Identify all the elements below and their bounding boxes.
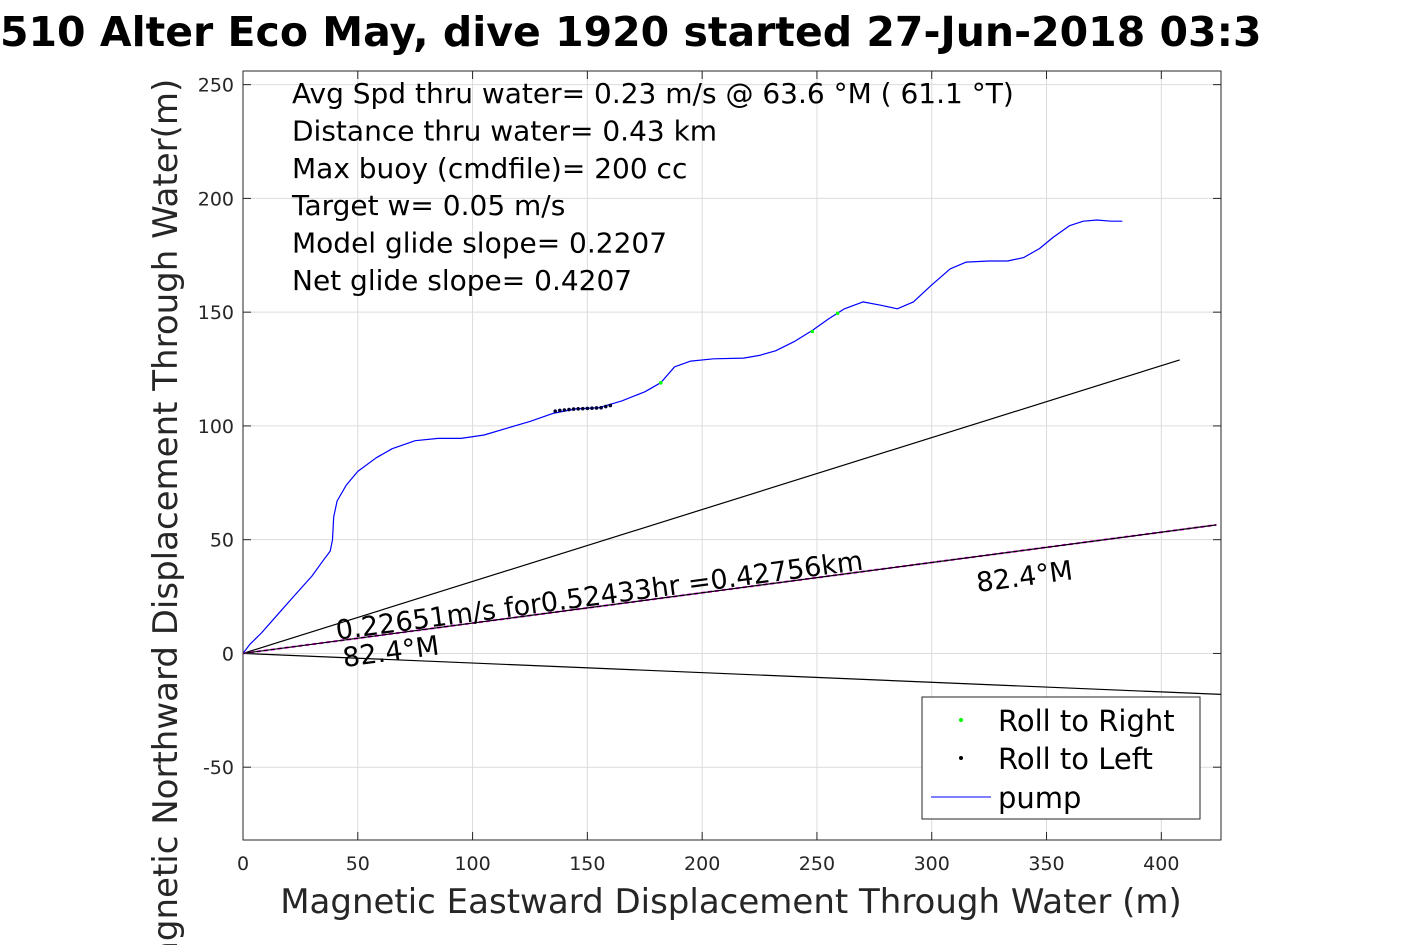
info-line: Distance thru water= 0.43 km (292, 114, 717, 147)
series-line-0 (242, 219, 1123, 654)
y-tick-label: 250 (198, 75, 234, 97)
y-tick-label: 200 (198, 188, 234, 210)
series-line-1 (242, 359, 1180, 654)
legend-box (921, 696, 1201, 820)
roll-left-point (571, 407, 576, 411)
y-tick-label: 100 (198, 416, 234, 438)
plot-frame (242, 70, 1222, 841)
roll-left-point (580, 406, 585, 411)
roll-right-point (810, 329, 815, 334)
x-tick-label: 0 (237, 853, 249, 875)
info-line: Model glide slope= 0.2207 (292, 227, 667, 260)
info-line: Max buoy (cmdfile)= 200 cc (292, 152, 687, 185)
roll-right-point (835, 311, 840, 316)
roll-left-point (576, 407, 580, 411)
roll-left-point (608, 403, 613, 408)
x-tick-label: 350 (1028, 853, 1064, 875)
x-tick-label: 150 (569, 853, 605, 875)
x-tick-label: 100 (454, 853, 490, 875)
legend-marker-roll-right (959, 718, 963, 722)
roll-left-point (585, 406, 590, 411)
legend-label-pump: pump (998, 781, 1081, 815)
legend-label-roll-right: Roll to Right (998, 704, 1175, 738)
roll-left-point (558, 408, 562, 413)
x-tick-label: 400 (1143, 853, 1179, 875)
roll-left-point (603, 404, 608, 409)
info-block: Avg Spd thru water= 0.23 m/s @ 63.6 °M (… (291, 77, 1014, 297)
y-axis-label: Magnetic Northward Displacement Through … (146, 79, 186, 945)
series-line-2 (242, 652, 1222, 695)
info-line: Target w= 0.05 m/s (291, 189, 565, 222)
x-tick-label: 300 (914, 853, 950, 875)
roll-right-point (659, 380, 663, 385)
chart-title: 510 Alter Eco May, dive 1920 started 27-… (0, 8, 1262, 56)
ticks: 0 50 100 150 200 250 300 350 400 -50 0 50 100 150 200 2… (198, 71, 1221, 875)
legend-marker-roll-left (959, 756, 963, 760)
info-line: Avg Spd thru water= 0.23 m/s @ 63.6 °M (… (292, 77, 1014, 110)
x-tick-label: 50 (346, 853, 370, 875)
info-line: Net glide slope= 0.4207 (292, 264, 632, 297)
y-tick-label: 150 (198, 302, 234, 324)
y-tick-label: -50 (203, 757, 234, 779)
roll-left-point (567, 407, 571, 412)
roll-left-point (594, 406, 599, 410)
legend-label-roll-left: Roll to Left (998, 742, 1153, 776)
x-tick-label: 250 (799, 853, 835, 875)
y-tick-label: 50 (210, 530, 234, 552)
roll-left-point (553, 409, 558, 413)
x-axis-label: Magnetic Eastward Displacement Through W… (280, 882, 1182, 922)
y-tick-label: 0 (222, 643, 234, 665)
points-layer (553, 311, 840, 413)
legend: Roll to Right Roll to Left pump (921, 696, 1201, 820)
x-tick-label: 200 (684, 853, 720, 875)
series-layer (242, 219, 1222, 695)
roll-left-point (562, 408, 567, 412)
roll-left-point (590, 406, 594, 410)
series-line-4 (242, 524, 1217, 654)
roll-left-point (599, 405, 603, 410)
